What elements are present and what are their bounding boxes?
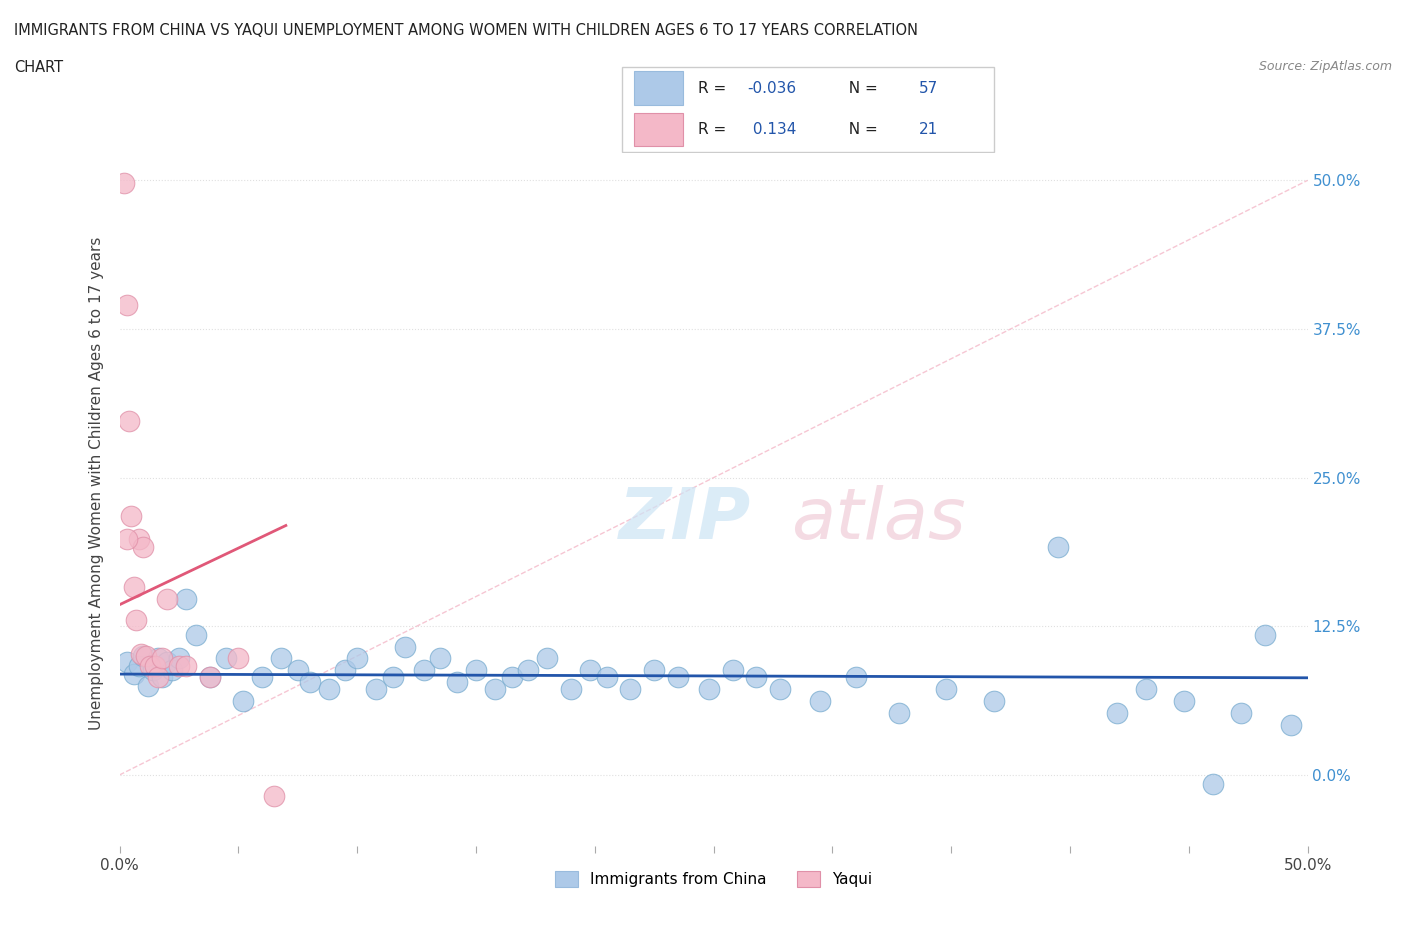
Point [146, 670, 169, 684]
Point [318, 682, 340, 697]
Point [115, 655, 138, 670]
Point [429, 651, 451, 666]
Point [139, 658, 162, 673]
Point [1135, 682, 1157, 697]
Text: R =: R = [699, 122, 731, 137]
Text: -0.036: -0.036 [748, 81, 797, 96]
Text: R =: R = [699, 81, 731, 96]
Point [335, 663, 357, 678]
Point [595, 670, 617, 684]
FancyBboxPatch shape [634, 113, 683, 146]
Text: 57: 57 [918, 81, 938, 96]
Point [250, 670, 273, 684]
Point [160, 663, 183, 678]
Point [484, 682, 506, 697]
Point [122, 579, 145, 594]
Point [517, 663, 540, 678]
Point [1201, 777, 1223, 792]
Y-axis label: Unemployment Among Women with Children Ages 6 to 17 years: Unemployment Among Women with Children A… [89, 237, 104, 730]
Point [560, 682, 582, 697]
Point [298, 675, 321, 690]
Point [156, 655, 179, 670]
Point [135, 648, 157, 663]
Point [150, 651, 173, 666]
Point [845, 670, 868, 684]
Point [198, 670, 221, 684]
Point [263, 789, 285, 804]
Point [270, 651, 292, 666]
Point [132, 539, 155, 554]
Point [128, 658, 150, 673]
Point [1254, 627, 1277, 642]
Point [287, 663, 309, 678]
Point [536, 651, 558, 666]
Point [721, 663, 744, 678]
Point [935, 682, 957, 697]
Point [381, 670, 404, 684]
Point [174, 591, 197, 606]
Point [167, 658, 190, 673]
Point [501, 670, 523, 684]
Point [115, 298, 138, 312]
Point [232, 694, 254, 709]
Point [346, 651, 368, 666]
Point [697, 682, 720, 697]
Point [146, 651, 169, 666]
Point [579, 663, 602, 678]
Point [446, 675, 468, 690]
Point [142, 663, 165, 678]
Point [666, 670, 689, 684]
Point [412, 663, 434, 678]
Point [887, 706, 910, 721]
Point [198, 670, 221, 684]
Point [810, 694, 832, 709]
Point [112, 175, 135, 190]
Point [366, 682, 388, 697]
Point [769, 682, 792, 697]
Text: ZIP: ZIP [619, 485, 751, 554]
Point [125, 613, 148, 628]
Point [228, 651, 250, 666]
Text: N =: N = [839, 122, 883, 137]
FancyBboxPatch shape [623, 67, 994, 152]
Point [120, 509, 142, 524]
Point [394, 639, 416, 654]
Point [643, 663, 665, 678]
Point [983, 694, 1005, 709]
FancyBboxPatch shape [634, 72, 683, 105]
Point [184, 627, 207, 642]
Point [619, 682, 641, 697]
Point [118, 413, 141, 428]
Point [115, 532, 138, 547]
Legend: Immigrants from China, Yaqui: Immigrants from China, Yaqui [548, 865, 879, 893]
Point [128, 532, 150, 547]
Point [1230, 706, 1253, 721]
Text: Source: ZipAtlas.com: Source: ZipAtlas.com [1258, 60, 1392, 73]
Point [174, 658, 197, 673]
Text: atlas: atlas [790, 485, 966, 554]
Point [122, 667, 145, 682]
Point [1173, 694, 1195, 709]
Point [132, 648, 155, 663]
Point [215, 651, 238, 666]
Point [150, 670, 173, 684]
Point [1279, 718, 1302, 733]
Point [156, 591, 179, 606]
Point [129, 646, 152, 661]
Point [1107, 706, 1129, 721]
Point [464, 663, 488, 678]
Text: IMMIGRANTS FROM CHINA VS YAQUI UNEMPLOYMENT AMONG WOMEN WITH CHILDREN AGES 6 TO : IMMIGRANTS FROM CHINA VS YAQUI UNEMPLOYM… [14, 23, 918, 38]
Text: CHART: CHART [14, 60, 63, 75]
Point [1047, 539, 1070, 554]
Point [143, 658, 166, 673]
Point [136, 678, 159, 693]
Text: N =: N = [839, 81, 883, 96]
Point [745, 670, 768, 684]
Text: 21: 21 [918, 122, 938, 137]
Point [167, 651, 190, 666]
Text: 0.134: 0.134 [748, 122, 796, 137]
